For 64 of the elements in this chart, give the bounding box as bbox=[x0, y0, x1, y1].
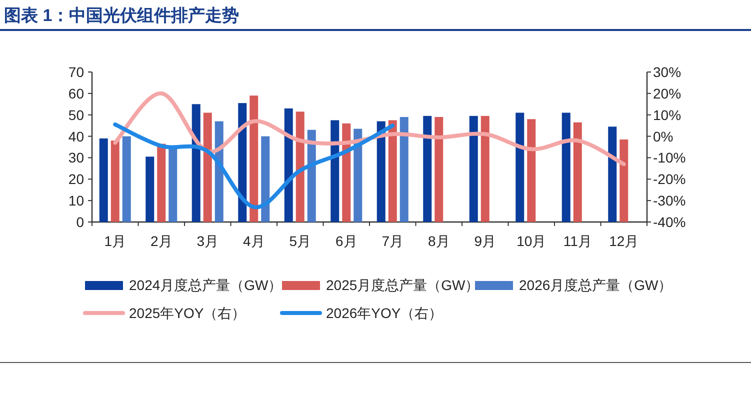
x-tick-label: 12月 bbox=[609, 233, 639, 249]
bar bbox=[469, 116, 478, 222]
bar bbox=[250, 96, 258, 222]
y2-tick-label: 10% bbox=[653, 106, 682, 123]
y-tick-label: 20 bbox=[68, 171, 84, 188]
x-tick-label: 3月 bbox=[196, 233, 219, 249]
y2-tick-label: -10% bbox=[653, 150, 686, 166]
x-tick-label: 4月 bbox=[242, 233, 265, 249]
bar bbox=[608, 126, 617, 222]
bar bbox=[620, 140, 628, 222]
bar bbox=[157, 144, 166, 222]
y-tick-label: 40 bbox=[68, 128, 84, 144]
legend-label: 2025月度总产量（GW） bbox=[326, 277, 480, 293]
x-tick-label: 6月 bbox=[335, 233, 358, 249]
x-tick-label: 5月 bbox=[289, 233, 312, 249]
y-tick-label: 60 bbox=[68, 85, 84, 102]
bar bbox=[110, 140, 120, 222]
x-tick-label: 11月 bbox=[563, 233, 592, 249]
bar bbox=[400, 117, 408, 222]
bar bbox=[99, 138, 108, 222]
bar bbox=[527, 119, 536, 222]
x-tick-label: 8月 bbox=[428, 233, 450, 249]
y2-tick-label: -20% bbox=[653, 171, 686, 188]
chart-title: 图表 1：中国光伏组件排产走势 bbox=[4, 6, 240, 25]
legend-label: 2026月度总产量（GW） bbox=[519, 277, 672, 293]
legend-label: 2024月度总产量（GW） bbox=[129, 277, 282, 293]
bar bbox=[238, 103, 247, 222]
bar bbox=[296, 112, 304, 222]
x-tick-label: 7月 bbox=[382, 233, 404, 249]
y-tick-label: 70 bbox=[68, 64, 84, 80]
bar bbox=[480, 116, 490, 222]
bar bbox=[122, 136, 131, 222]
y2-tick-label: 30% bbox=[653, 64, 682, 80]
bar bbox=[516, 112, 524, 222]
x-tick-label: 2月 bbox=[150, 233, 172, 249]
y2-tick-label: -40% bbox=[653, 214, 686, 230]
y2-tick-label: 0% bbox=[653, 128, 674, 144]
y2-tick-label: -30% bbox=[653, 192, 686, 209]
bar bbox=[261, 136, 270, 222]
bar bbox=[388, 120, 397, 222]
legend-label: 2025年YOY（右） bbox=[129, 305, 246, 321]
bar bbox=[146, 156, 154, 222]
bar bbox=[573, 122, 582, 222]
x-tick-label: 10月 bbox=[516, 233, 546, 249]
bar bbox=[307, 130, 316, 222]
bar bbox=[330, 120, 340, 222]
bar bbox=[376, 121, 386, 222]
bar bbox=[423, 116, 432, 222]
y2-tick-label: 20% bbox=[653, 85, 682, 102]
bar bbox=[434, 117, 444, 222]
bar bbox=[354, 128, 362, 222]
y-tick-label: 50 bbox=[68, 106, 84, 123]
bar bbox=[192, 104, 200, 222]
x-tick-label: 1月 bbox=[104, 233, 126, 249]
y-tick-label: 0 bbox=[76, 214, 84, 230]
y-tick-label: 30 bbox=[68, 150, 84, 166]
bar bbox=[342, 123, 351, 222]
bar bbox=[562, 112, 570, 222]
bar bbox=[168, 147, 178, 222]
bar bbox=[203, 112, 212, 222]
x-tick-label: 9月 bbox=[474, 233, 496, 249]
y-tick-label: 10 bbox=[68, 192, 84, 209]
bar bbox=[284, 108, 293, 222]
legend-label: 2026年YOY（右） bbox=[326, 305, 443, 321]
